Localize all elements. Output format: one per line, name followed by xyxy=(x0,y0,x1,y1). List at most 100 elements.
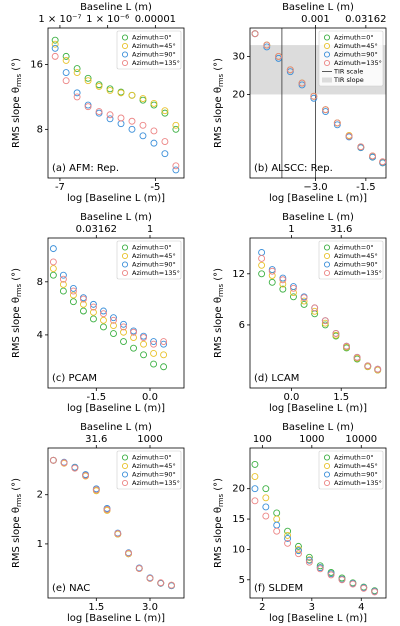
data-point xyxy=(150,338,158,345)
x2-tick-label: 1 xyxy=(147,224,153,235)
data-point xyxy=(279,276,287,284)
data-point xyxy=(327,571,335,579)
legend-marker xyxy=(323,252,331,260)
data-point xyxy=(321,317,329,325)
data-point xyxy=(90,315,97,323)
data-point xyxy=(110,330,117,338)
data-point xyxy=(369,152,377,160)
panel: -7 -5 1 × 10⁻⁷ 1 × 10⁻⁶ 0.00001 8 16 log [Basel… xyxy=(11,2,185,204)
data-point xyxy=(379,158,387,166)
y-axis-label: RMS slope θrms (°) xyxy=(11,478,23,568)
legend-marker xyxy=(323,51,331,58)
x2-axis-label: Baseline L (m) xyxy=(80,2,152,13)
data-point xyxy=(106,86,114,94)
data-point xyxy=(251,473,259,480)
data-point xyxy=(286,66,294,74)
panel: 1.5 3.0 31.6 1000 1 2 log [Baseline L (m)] Base… xyxy=(11,422,185,624)
data-point xyxy=(150,139,158,147)
data-point xyxy=(160,363,168,371)
x-axis-label: log [Baseline L (m)] xyxy=(269,193,367,204)
data-point xyxy=(349,580,357,588)
data-point xyxy=(284,527,292,535)
data-point xyxy=(150,127,158,135)
data-point xyxy=(160,338,168,345)
data-point xyxy=(322,106,330,114)
panel: −3.0 -1.5 0.001 0.03162 20 30 log [Baseline L … xyxy=(213,2,387,204)
legend-label: Azimuth=135° xyxy=(334,59,382,67)
y-tick-label: 15 xyxy=(232,514,245,525)
y-label-unit: (°) xyxy=(11,58,22,71)
data-point xyxy=(100,316,107,324)
y-label-unit: (°) xyxy=(213,478,224,491)
data-point xyxy=(110,314,117,322)
legend-marker xyxy=(121,269,129,277)
data-point xyxy=(92,486,100,494)
data-point xyxy=(316,565,324,573)
x2-tick-label: 1 × 10⁻⁷ xyxy=(38,14,81,25)
y-label-sub: rms xyxy=(15,73,23,87)
x2-tick-label: 1000 xyxy=(299,434,324,445)
legend-label: Azimuth=135° xyxy=(132,479,180,487)
data-point xyxy=(135,565,143,572)
data-point xyxy=(172,166,180,174)
y-tick-label: 12 xyxy=(232,269,245,280)
plot-frame xyxy=(47,237,185,389)
data-point xyxy=(311,304,319,312)
x2-tick-label: 0.03162 xyxy=(76,224,117,235)
x2-tick-label: 0.001 xyxy=(301,14,330,25)
x2-tick-label: 1000 xyxy=(137,434,162,445)
data-point xyxy=(117,89,125,97)
plot-frame xyxy=(249,447,387,599)
legend-marker xyxy=(121,462,129,470)
legend-label: Azimuth=45° xyxy=(334,252,378,260)
panel-annotation: (c) PCAM xyxy=(52,373,97,384)
plot-frame xyxy=(47,447,185,599)
data-point xyxy=(290,293,297,301)
panel-annotation: (d) LCAM xyxy=(254,373,299,384)
data-point xyxy=(140,334,148,342)
data-point xyxy=(59,271,67,279)
legend-box xyxy=(116,450,182,490)
x-tick-label: 0.0 xyxy=(142,392,158,403)
data-point xyxy=(62,56,70,64)
legend-box xyxy=(318,240,384,280)
legend-label: Azimuth=135° xyxy=(334,479,382,487)
data-point xyxy=(275,53,282,60)
legend-marker xyxy=(121,34,129,41)
data-point xyxy=(321,319,329,327)
data-point xyxy=(79,295,87,303)
legend-label: Azimuth=135° xyxy=(132,269,180,277)
data-point xyxy=(59,275,67,283)
data-point xyxy=(258,261,266,269)
data-point xyxy=(84,103,92,111)
data-point xyxy=(273,515,281,523)
data-point xyxy=(364,362,372,370)
data-point xyxy=(103,506,111,513)
data-point xyxy=(62,77,70,85)
y-axis-label: RMS slope θrms (°) xyxy=(11,268,23,358)
y-tick-label: 2 xyxy=(37,490,43,501)
x-axis-label: log [Baseline L (m)] xyxy=(67,193,165,204)
legend-label: Azimuth=90° xyxy=(132,51,176,59)
legend-marker xyxy=(323,59,331,67)
x-tick-label: -1.5 xyxy=(356,182,376,193)
data-point xyxy=(51,40,59,48)
x-tick-label: 3 xyxy=(309,602,315,613)
data-point xyxy=(157,579,165,587)
data-point xyxy=(128,117,136,125)
y-axis-label: RMS slope θrms (°) xyxy=(213,58,225,148)
data-point xyxy=(298,79,306,87)
data-point xyxy=(139,95,147,102)
data-point xyxy=(161,150,169,158)
data-point xyxy=(300,297,308,305)
data-point xyxy=(130,334,137,342)
data-point xyxy=(332,330,340,337)
data-point xyxy=(251,485,259,493)
data-point xyxy=(95,108,103,115)
data-point xyxy=(295,547,302,555)
data-point xyxy=(360,584,368,592)
legend-label: Azimuth=90° xyxy=(334,51,378,59)
legend-marker xyxy=(121,51,129,58)
data-point xyxy=(100,310,107,318)
x-tick-label: -5 xyxy=(150,182,160,193)
